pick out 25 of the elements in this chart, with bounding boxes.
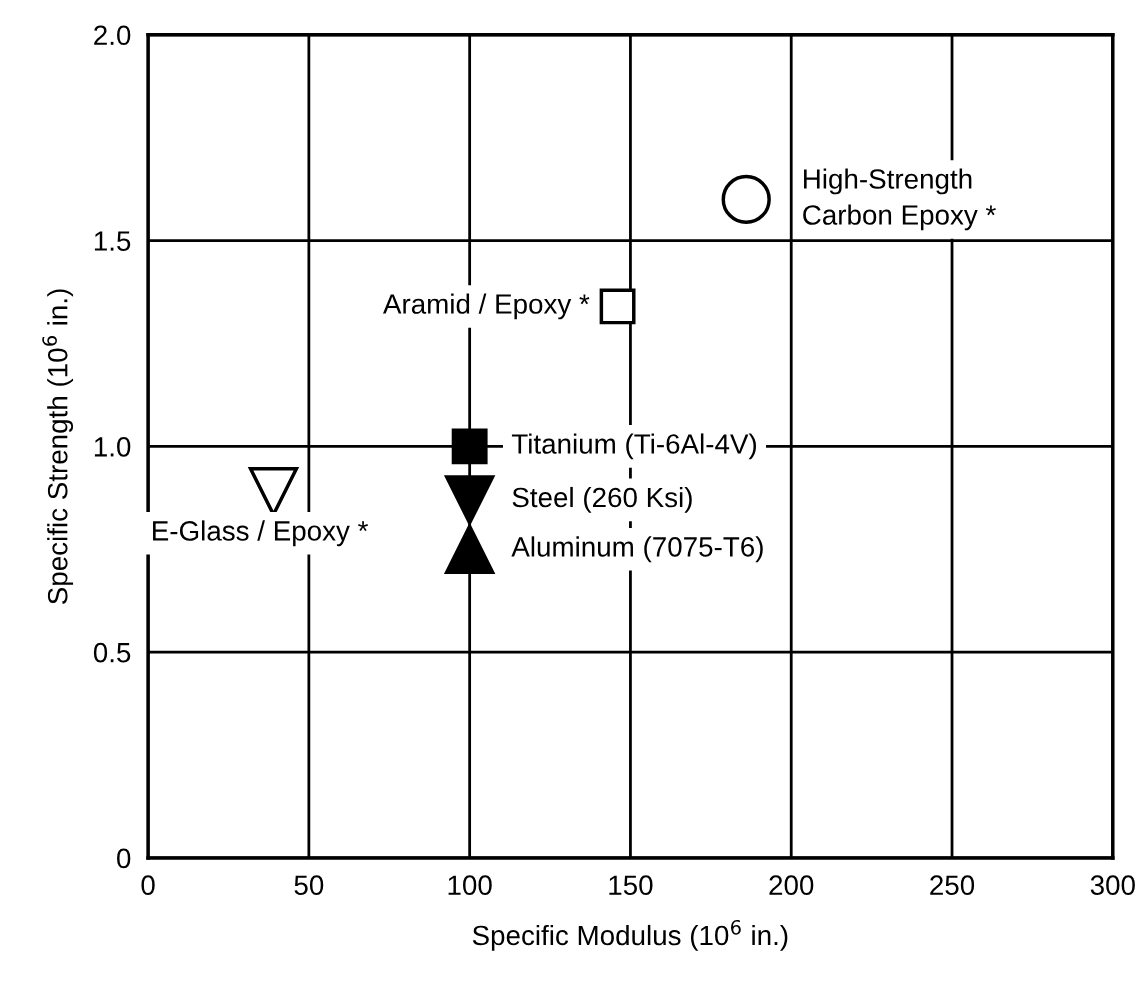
y-tick-label: 0 — [117, 848, 131, 869]
x-tick-label: 300 — [1090, 875, 1135, 896]
point — [444, 475, 495, 525]
x-tick-label: 250 — [930, 875, 975, 896]
series-label: Titanium (Ti-6Al-4V) — [511, 433, 756, 460]
y-tick-label: 1.0 — [94, 437, 131, 457]
x-tick-label: 100 — [448, 875, 492, 896]
point — [451, 428, 488, 465]
x-tick-label: 0 — [141, 875, 155, 896]
x-tick-label: 150 — [609, 875, 653, 896]
y-tick-label: 2.0 — [94, 25, 131, 46]
series-label: Steel (260 Ksi) — [512, 486, 692, 513]
series-label: High-Strength Carbon Epoxy * — [803, 168, 996, 231]
series-label: Aluminum (7075-T6) — [511, 536, 763, 563]
point — [599, 288, 636, 325]
x-tick-label: 200 — [769, 875, 814, 896]
series-label: Aramid / Epoxy * — [382, 293, 590, 320]
y-axis-title: Specific Strength (10$^{6}$ in.) — [42, 289, 74, 604]
x-axis-title: Specific Modulus (10$^{6}$ in.) — [472, 919, 788, 951]
y-tick-label: 1.5 — [94, 231, 131, 251]
point — [444, 524, 495, 574]
series-label: E-Glass / Epoxy * — [153, 520, 368, 547]
x-tick-label: 50 — [294, 875, 324, 896]
point — [721, 174, 771, 225]
y-tick-label: 0.5 — [93, 642, 131, 663]
